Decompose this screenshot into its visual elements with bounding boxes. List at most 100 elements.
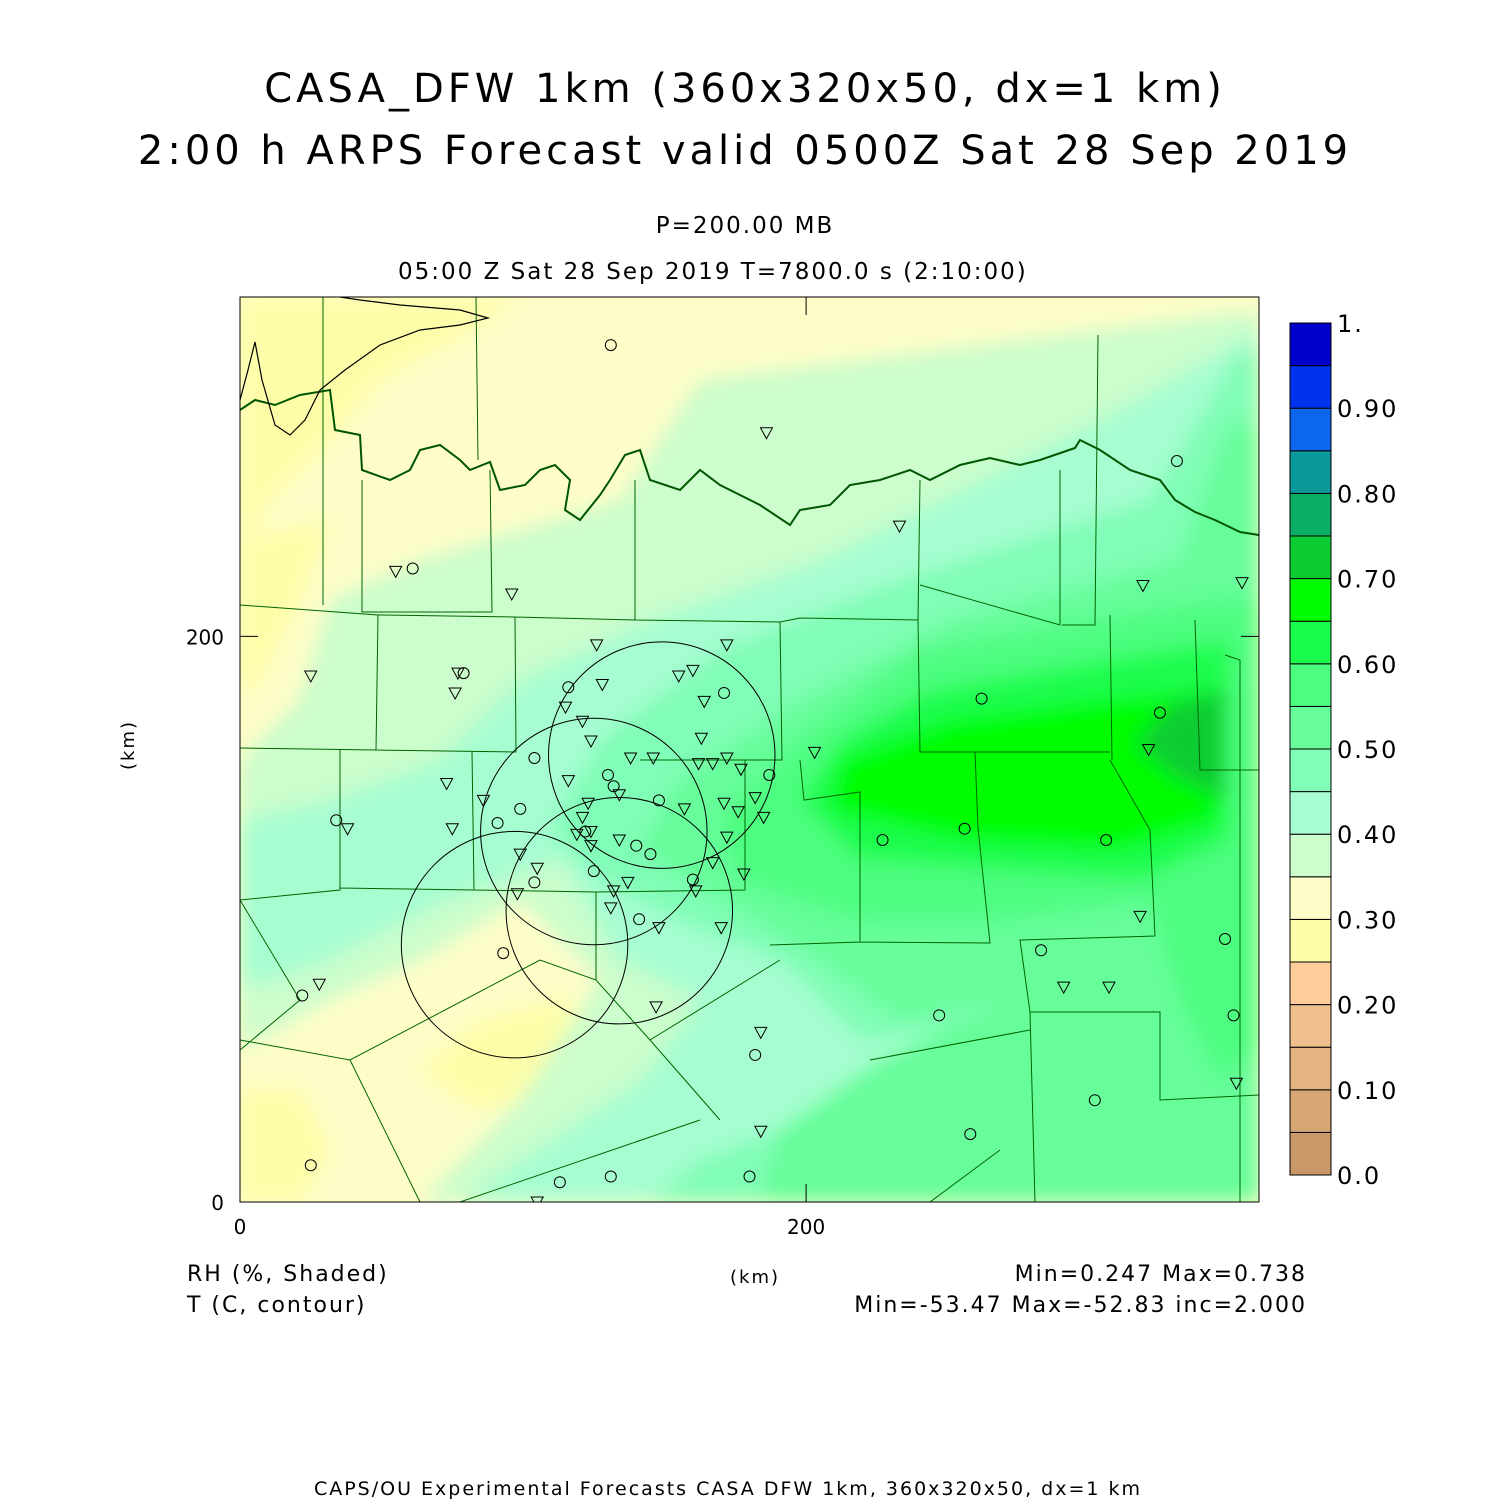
- station-circle-marker: [457, 667, 470, 680]
- colorbar: 1. 0.90 0.80 0.70 0.60 0.50 0.40 0.30 0.20 0.10 0.…: [1289, 310, 1398, 1190]
- station-circle-marker: [1088, 1094, 1101, 1107]
- colorbar-label: 0.60: [1337, 651, 1398, 679]
- contour-field-label: T (C, contour): [187, 1293, 367, 1318]
- station-triangle-marker: [694, 732, 709, 746]
- station-triangle-marker: [688, 885, 703, 898]
- y-tick-label: 0: [211, 1191, 224, 1215]
- station-circle-marker: [587, 865, 600, 878]
- station-triangle-marker: [312, 978, 327, 992]
- station-triangle-marker: [649, 1001, 663, 1014]
- station-triangle-marker: [589, 639, 604, 652]
- station-circle-marker: [601, 768, 614, 781]
- radar-ring: [505, 796, 734, 1025]
- county-boundaries: [240, 297, 1259, 1202]
- station-triangle-marker: [720, 831, 734, 845]
- x-tick-label: 0: [234, 1215, 247, 1239]
- station-circle-marker: [964, 1128, 977, 1141]
- station-circle-marker: [304, 1159, 317, 1172]
- station-circle-marker: [514, 802, 527, 815]
- station-triangle-marker: [581, 797, 596, 811]
- colorbar-label: 0.20: [1337, 992, 1398, 1020]
- colorbar-swatch: [1289, 663, 1332, 707]
- station-triangle-marker: [748, 792, 763, 805]
- colorbar-label: 0.70: [1337, 566, 1398, 594]
- station-circle-marker: [604, 1170, 617, 1183]
- station-triangle-marker: [584, 840, 598, 853]
- station-triangle-marker: [584, 826, 598, 839]
- station-triangle-marker: [558, 701, 573, 715]
- colorbar-swatch: [1289, 407, 1332, 452]
- station-triangle-marker: [1235, 577, 1249, 590]
- station-circle-marker: [876, 834, 889, 846]
- station-triangle-marker: [623, 752, 638, 766]
- rh-shading: [240, 297, 1259, 1202]
- station-circle-marker: [763, 768, 776, 781]
- station-triangle-marker: [691, 758, 706, 771]
- station-circle-marker: [607, 780, 620, 793]
- contour-field-stats: Min=-53.47 Max=-52.83 inc=2.000: [854, 1293, 1307, 1318]
- station-circle-marker: [1219, 932, 1232, 945]
- radar-ring: [400, 830, 629, 1059]
- station-triangle-marker: [606, 885, 621, 898]
- station-triangle-marker: [1102, 981, 1116, 995]
- station-triangle-marker: [612, 789, 627, 802]
- station-triangle-marker: [569, 828, 584, 842]
- colorbar-label: 0.0: [1337, 1162, 1381, 1190]
- colorbar-swatch: [1289, 705, 1332, 750]
- station-circle-marker: [1170, 455, 1183, 468]
- state-boundary-red-river: [240, 388, 1259, 536]
- station-circle-marker: [652, 794, 665, 807]
- station-circle-marker: [749, 1048, 762, 1061]
- station-triangle-marker: [736, 868, 751, 881]
- station-triangle-marker: [892, 520, 907, 534]
- plot-title-line1: CASA_DFW 1km (360x320x50, dx=1 km): [264, 66, 1226, 112]
- colorbar-swatch: [1289, 322, 1332, 367]
- colorbar-label: 0.10: [1337, 1077, 1398, 1105]
- colorbar-swatch: [1289, 365, 1332, 409]
- colorbar-label: 0.50: [1337, 736, 1398, 764]
- station-triangle-marker: [671, 670, 686, 684]
- station-triangle-marker: [340, 823, 355, 836]
- station-triangle-marker: [504, 588, 519, 601]
- station-triangle-marker: [561, 775, 576, 788]
- station-triangle-marker: [1136, 579, 1150, 593]
- colorbar-label: 0.90: [1337, 395, 1398, 423]
- colorbar-swatch: [1289, 876, 1332, 920]
- station-circle-marker: [406, 562, 419, 575]
- colorbar-label: 0.40: [1337, 821, 1398, 849]
- station-triangle-marker: [388, 565, 403, 579]
- station-circle-marker: [604, 339, 617, 352]
- station-triangle-marker: [1141, 744, 1156, 757]
- station-triangle-marker: [530, 862, 545, 876]
- y-tick-label: 200: [186, 625, 224, 649]
- colorbar-swatch: [1289, 620, 1332, 665]
- station-circle-marker: [633, 913, 646, 926]
- station-triangle-marker: [734, 763, 748, 777]
- station-triangle-marker: [705, 758, 720, 771]
- colorbar-swatch: [1289, 1089, 1332, 1133]
- station-triangle-marker: [448, 687, 462, 700]
- radar-ring: [548, 641, 776, 869]
- station-triangle-marker: [1056, 981, 1071, 995]
- station-triangle-marker: [705, 857, 720, 870]
- station-circle-marker: [296, 989, 309, 1002]
- station-triangle-marker: [620, 876, 635, 890]
- station-triangle-marker: [575, 715, 590, 729]
- station-circle-marker: [1100, 834, 1113, 846]
- colorbar-swatch: [1289, 791, 1332, 835]
- station-circle-marker: [497, 947, 510, 960]
- station-triangle-marker: [603, 902, 618, 915]
- station-triangle-marker: [720, 639, 734, 652]
- station-triangle-marker: [476, 794, 491, 808]
- x-tick-label: 200: [787, 1215, 825, 1239]
- station-triangle-marker: [303, 670, 318, 684]
- colorbar-label: 0.30: [1337, 906, 1398, 934]
- colorbar-label: 0.80: [1337, 480, 1398, 508]
- station-circle-marker: [491, 817, 504, 830]
- station-triangle-marker: [1133, 910, 1147, 924]
- colorbar-swatch: [1289, 1131, 1332, 1176]
- station-triangle-marker: [513, 848, 528, 862]
- station-triangle-marker: [756, 811, 771, 825]
- station-triangle-marker: [717, 797, 731, 811]
